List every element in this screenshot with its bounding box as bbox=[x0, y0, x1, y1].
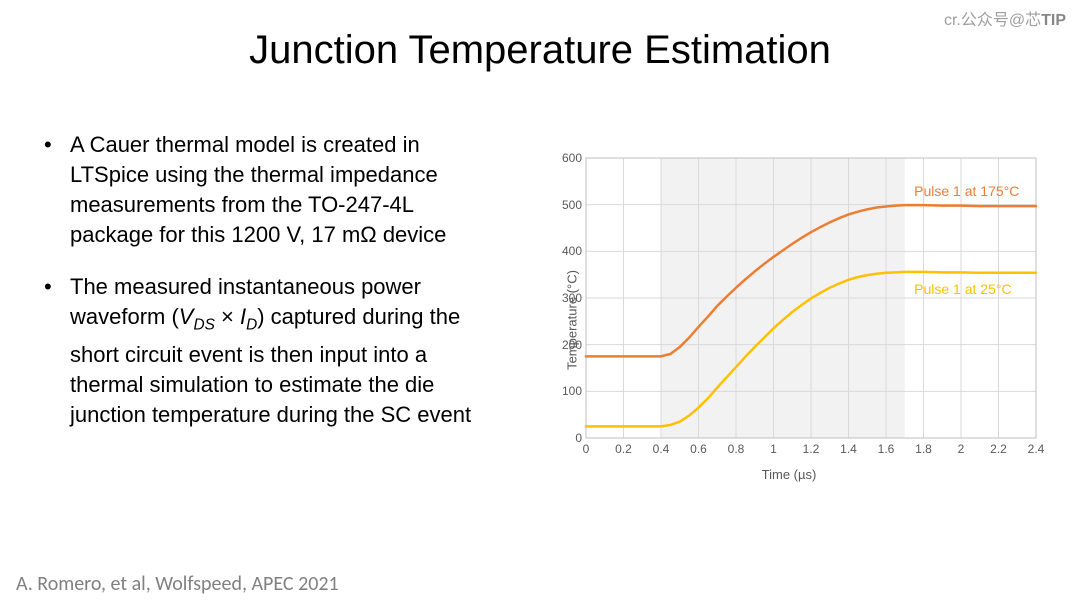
bullet-item: • A Cauer thermal model is created in LT… bbox=[44, 130, 484, 250]
slide: cr.公众号@芯TIP Junction Temperature Estimat… bbox=[0, 0, 1080, 608]
bullet-text: A Cauer thermal model is created in LTSp… bbox=[70, 130, 484, 250]
temperature-chart: Temperature (°C) 0100200300400500600 Pul… bbox=[524, 150, 1054, 490]
ytick-label: 200 bbox=[550, 338, 582, 352]
xtick-label: 0 bbox=[583, 442, 590, 456]
xtick-label: 2.2 bbox=[990, 442, 1007, 456]
slide-title: Junction Temperature Estimation bbox=[0, 28, 1080, 73]
chart-yticks: 0100200300400500600 bbox=[550, 158, 582, 438]
ytick-label: 400 bbox=[550, 244, 582, 258]
bullet-dot: • bbox=[44, 272, 70, 430]
xtick-label: 1.2 bbox=[803, 442, 820, 456]
xtick-label: 1.4 bbox=[840, 442, 857, 456]
chart-plot-area: Pulse 1 at 175°C Pulse 1 at 25°C bbox=[586, 158, 1036, 438]
ytick-label: 600 bbox=[550, 151, 582, 165]
ytick-label: 100 bbox=[550, 384, 582, 398]
xtick-label: 0.8 bbox=[728, 442, 745, 456]
chart-svg bbox=[586, 158, 1036, 438]
bullet-list: • A Cauer thermal model is created in LT… bbox=[44, 130, 484, 452]
chart-xlabel: Time (µs) bbox=[524, 467, 1054, 482]
bullet-item: • The measured instantaneous power wavef… bbox=[44, 272, 484, 430]
ytick-label: 300 bbox=[550, 291, 582, 305]
xtick-label: 1 bbox=[770, 442, 777, 456]
xtick-label: 1.8 bbox=[915, 442, 932, 456]
watermark-suffix: TIP bbox=[1041, 12, 1066, 29]
watermark: cr.公众号@芯TIP bbox=[944, 6, 1066, 30]
xtick-label: 2.4 bbox=[1028, 442, 1045, 456]
ytick-label: 0 bbox=[550, 431, 582, 445]
bullet-text: The measured instantaneous power wavefor… bbox=[70, 272, 484, 430]
xtick-label: 0.2 bbox=[615, 442, 632, 456]
xtick-label: 0.6 bbox=[690, 442, 707, 456]
xtick-label: 2 bbox=[958, 442, 965, 456]
chart-xticks: 00.20.40.60.811.21.41.61.822.22.4 bbox=[586, 442, 1036, 460]
watermark-prefix: cr.公众号@芯 bbox=[944, 12, 1041, 29]
xtick-label: 1.6 bbox=[878, 442, 895, 456]
series-label: Pulse 1 at 175°C bbox=[914, 183, 1019, 199]
citation: A. Romero, et al, Wolfspeed, APEC 2021 bbox=[16, 572, 339, 596]
bullet-dot: • bbox=[44, 130, 70, 250]
ytick-label: 500 bbox=[550, 198, 582, 212]
xtick-label: 0.4 bbox=[653, 442, 670, 456]
series-label: Pulse 1 at 25°C bbox=[914, 281, 1011, 297]
